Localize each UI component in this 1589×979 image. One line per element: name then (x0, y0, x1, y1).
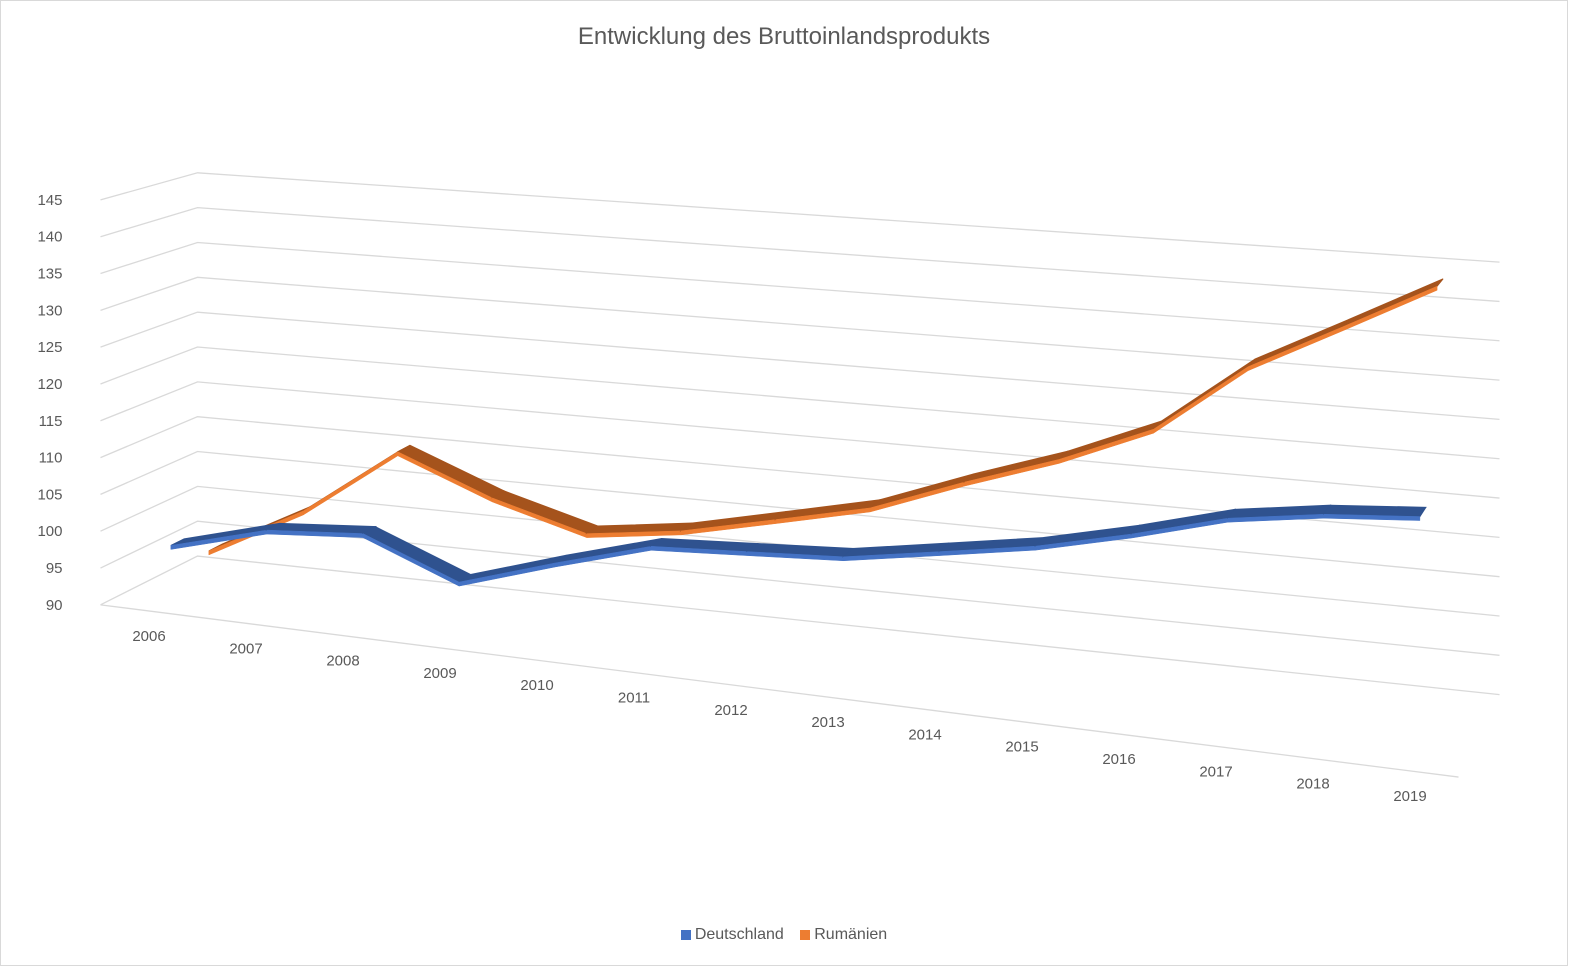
series-ribbon-top (1342, 278, 1444, 328)
gridline (100, 311, 1500, 421)
gridline (100, 206, 1500, 303)
series-ribbon-top (458, 554, 567, 583)
gridline (100, 520, 1500, 656)
gridline (100, 346, 1500, 460)
chart-area: Entwicklung des Bruttoinlandsprodukts 90… (0, 0, 1568, 966)
x-tick-label: 2008 (326, 653, 359, 670)
legend-label: Deutschland (694, 926, 784, 943)
legend-item-rumaenien: Rumänien (800, 926, 887, 944)
series-ribbon-top (1247, 318, 1350, 368)
gridline (100, 241, 1500, 342)
plot-area: 90 95 100 105 110 115 120 125 130 135 140 145 2006 20… (37, 172, 1500, 805)
y-tick-label: 145 (37, 192, 62, 209)
series-ribbon-front (1153, 366, 1249, 434)
x-tick-label: 2016 (1102, 751, 1135, 768)
series-ribbon-top (396, 444, 505, 499)
x-axis-line (100, 604, 1459, 778)
y-tick-label: 120 (37, 376, 62, 393)
gridline (100, 172, 1500, 263)
x-tick-label: 2018 (1296, 776, 1329, 793)
y-tick-label: 105 (37, 486, 62, 503)
x-tick-label: 2017 (1199, 763, 1232, 780)
legend-label: Rumänien (814, 926, 888, 943)
series-ribbon-front (397, 451, 493, 503)
series-ribbon-top (491, 490, 599, 535)
y-tick-label: 135 (37, 266, 62, 283)
gridline (100, 416, 1500, 539)
y-tick-label: 140 (37, 229, 62, 246)
series-ribbon-top (869, 473, 974, 509)
series-ribbon-front (1342, 285, 1438, 332)
gridline (100, 555, 1500, 696)
series-ribbon-front (1058, 428, 1154, 464)
y-tick-label: 90 (46, 597, 63, 614)
legend-item-deutschland: Deutschland (680, 926, 784, 944)
x-tick-label: 2010 (520, 677, 553, 694)
series-ribbon-front (869, 481, 965, 513)
y-tick-label: 100 (37, 523, 62, 540)
x-tick-label: 2007 (229, 640, 262, 657)
x-tick-label: 2009 (423, 665, 456, 682)
y-tick-label: 130 (37, 302, 62, 319)
chart-title: Entwicklung des Bruttoinlandsprodukts (577, 23, 991, 50)
legend: Deutschland Rumänien (1, 926, 1567, 945)
x-tick-label: 2019 (1393, 788, 1426, 805)
x-tick-label: 2011 (618, 690, 650, 707)
legend-swatch (800, 930, 811, 940)
legend-swatch (680, 930, 691, 940)
x-tick-label: 2006 (132, 628, 165, 645)
series-ribbon-top (962, 450, 1070, 483)
y-tick-label: 110 (39, 450, 63, 467)
x-tick-label: 2013 (811, 714, 844, 731)
gridline (100, 485, 1500, 617)
gridline (100, 276, 1500, 381)
series-ribbon-top (361, 526, 472, 583)
y-tick-label: 125 (37, 339, 62, 356)
series-ribbon-top (1058, 420, 1162, 460)
x-tick-label: 2014 (908, 726, 941, 743)
series-ribbon-top (1153, 358, 1256, 430)
x-tick-label: 2012 (714, 702, 747, 719)
y-tick-label: 95 (46, 560, 63, 577)
y-tick-label: 115 (39, 413, 63, 430)
x-tick-label: 2015 (1005, 739, 1038, 756)
series-ribbon-front (1323, 513, 1421, 521)
